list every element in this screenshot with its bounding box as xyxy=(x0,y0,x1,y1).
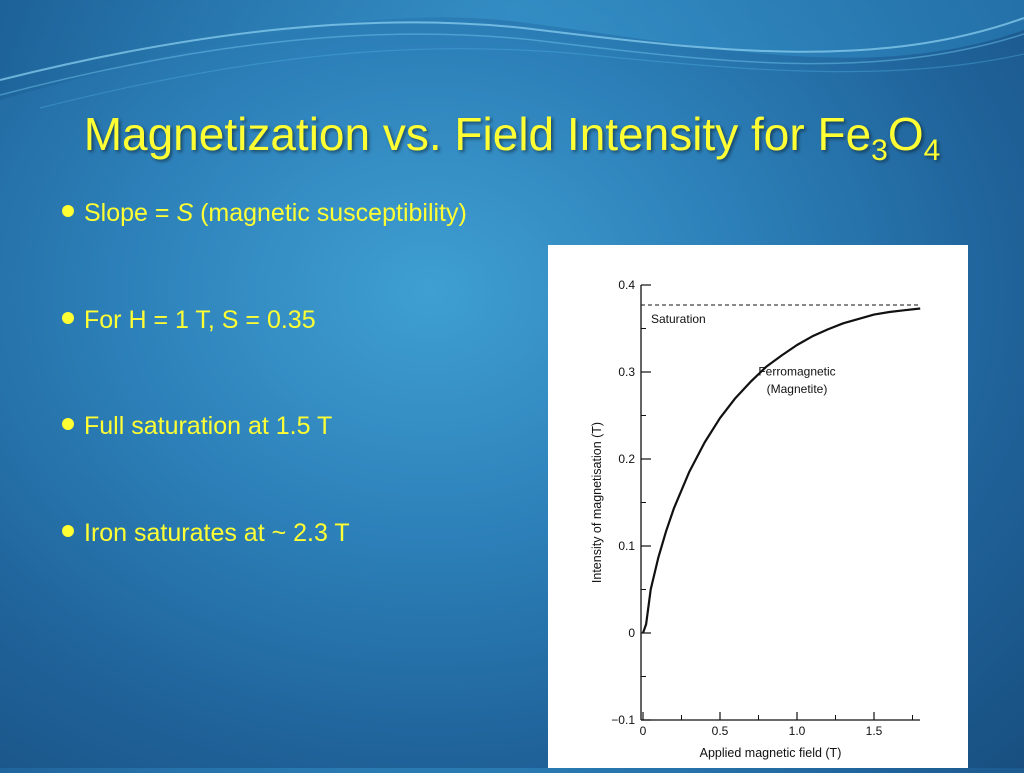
bullet-item: Iron saturates at ~ 2.3 T xyxy=(62,516,350,550)
bullet-dot-icon xyxy=(62,205,74,217)
title-subscript-4: 4 xyxy=(923,134,941,167)
y-axis-label: Intensity of magnetisation (T) xyxy=(590,422,604,583)
bullet-item: Slope = S (magnetic susceptibility) xyxy=(62,196,467,230)
x-axis-label: Applied magnetic field (T) xyxy=(700,746,842,760)
bullet-text: For H = 1 T, S = 0.35 xyxy=(84,306,316,334)
y-tick-label: 0.1 xyxy=(618,539,635,553)
y-tick-label: 0 xyxy=(628,626,635,640)
bullet-dot-icon xyxy=(62,312,74,324)
bullet-dot-icon xyxy=(62,525,74,537)
x-tick-label: 0.5 xyxy=(712,724,729,738)
title-text-o: O xyxy=(887,108,924,160)
bullet-emphasis: S xyxy=(176,199,194,227)
bullet-item: Full saturation at 1.5 T xyxy=(62,409,332,443)
title-subscript-3: 3 xyxy=(871,134,888,167)
bullet-text: Full saturation at 1.5 T xyxy=(84,412,333,440)
magnetization-chart: −0.1 0 0.1 0.2 0.3 0.4 0 0.5 1.0 1.5 Applied magne… xyxy=(590,278,921,760)
curve-annotation: Ferromagnetic xyxy=(758,364,835,378)
bullet-text: Slope = xyxy=(84,199,177,227)
bullet-dot-icon xyxy=(62,418,74,430)
x-tick-label: 0 xyxy=(640,724,647,738)
y-tick-label: −0.1 xyxy=(611,713,635,727)
saturation-label: Saturation xyxy=(651,312,706,326)
bullet-text-tail: (magnetic susceptibility) xyxy=(193,199,467,227)
y-tick-label: 0.4 xyxy=(618,278,635,292)
slide-title: Magnetization vs. Field Intensity for Fe… xyxy=(0,104,1024,167)
title-text: Magnetization vs. Field Intensity for Fe xyxy=(83,108,872,160)
bullet-item: For H = 1 T, S = 0.35 xyxy=(62,303,316,337)
x-tick-label: 1.5 xyxy=(866,724,883,738)
curve-annotation: (Magnetite) xyxy=(767,382,828,396)
chart-panel: −0.1 0 0.1 0.2 0.3 0.4 0 0.5 1.0 1.5 Applied magne… xyxy=(548,245,968,768)
bullet-text: Iron saturates at ~ 2.3 T xyxy=(84,519,350,547)
x-tick-label: 1.0 xyxy=(789,724,806,738)
top-wave-decoration xyxy=(0,0,1024,109)
series-line-magnetite xyxy=(641,307,921,634)
y-tick-label: 0.3 xyxy=(618,365,635,379)
y-tick-label: 0.2 xyxy=(618,452,635,466)
